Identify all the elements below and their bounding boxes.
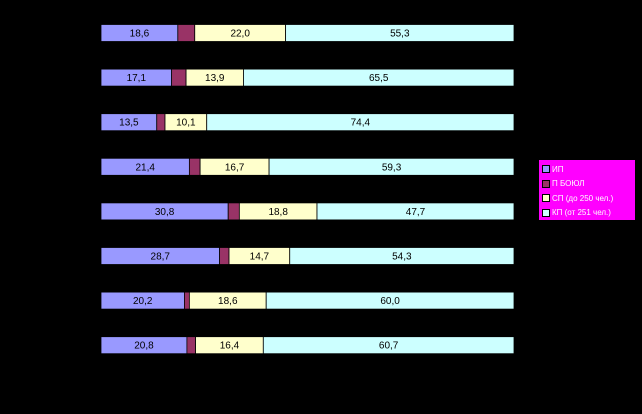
legend-label: СП (до 250 чел.) bbox=[552, 193, 614, 203]
data-label-row6-series4: 54,3 bbox=[392, 252, 412, 263]
bar-segment-row6-series4 bbox=[289, 247, 515, 265]
bar-segment-row8-series4 bbox=[262, 336, 515, 355]
legend-item-2: П БОЮЛ bbox=[542, 177, 632, 192]
bar-segment-row8-series2 bbox=[186, 336, 196, 355]
data-label-row6-series1: 28,7 bbox=[151, 252, 171, 263]
data-label-row4-series1: 21,4 bbox=[135, 162, 155, 173]
legend-item-1: ИП bbox=[542, 162, 632, 177]
data-label-row5-series1: 30,8 bbox=[155, 207, 175, 218]
chart-legend: ИП П БОЮЛ СП (до 250 чел.) КП (от 251 чел.) bbox=[538, 159, 636, 221]
data-label-row8-series1: 20,8 bbox=[134, 341, 154, 352]
data-label-row3-series3: 10,1 bbox=[176, 118, 196, 129]
bar-segment-row1-series2 bbox=[177, 24, 196, 42]
data-label-row1-series4: 55,3 bbox=[390, 29, 410, 40]
data-label-row2-series3: 13,9 bbox=[205, 73, 225, 84]
data-label-row4-series3: 16,7 bbox=[225, 162, 245, 173]
data-label-row5-series3: 18,8 bbox=[268, 207, 288, 218]
bar-segment-row4-series2 bbox=[188, 157, 201, 176]
bar-segment-row2-series4 bbox=[243, 68, 515, 87]
data-label-row3-series4: 74,4 bbox=[351, 118, 371, 129]
bar-segment-row1-series4 bbox=[285, 24, 515, 42]
legend-swatch bbox=[542, 208, 550, 217]
data-label-row4-series4: 59,3 bbox=[382, 162, 402, 173]
data-label-row5-series4: 47,7 bbox=[406, 207, 426, 218]
data-label-row7-series4: 60,0 bbox=[380, 296, 400, 307]
data-label-row3-series1: 13,5 bbox=[119, 118, 139, 129]
bar-segment-row7-series4 bbox=[265, 291, 515, 310]
legend-label: ИП bbox=[552, 164, 564, 174]
bar-segment-row6-series2 bbox=[219, 247, 230, 265]
bar-segment-row5-series4 bbox=[316, 202, 515, 221]
legend-swatch bbox=[542, 179, 550, 188]
bar-segment-row4-series4 bbox=[268, 157, 515, 176]
legend-swatch bbox=[542, 194, 550, 203]
bar-segment-row2-series2 bbox=[171, 68, 187, 87]
bar-segment-row7-series2 bbox=[184, 291, 190, 310]
bar-segment-row3-series2 bbox=[156, 113, 166, 132]
data-label-row7-series3: 18,6 bbox=[218, 296, 238, 307]
legend-item-4: КП (от 251 чел.) bbox=[542, 206, 632, 221]
data-label-row8-series4: 60,7 bbox=[379, 341, 399, 352]
bar-segment-row3-series4 bbox=[206, 113, 515, 132]
legend-label: КП (от 251 чел.) bbox=[552, 208, 611, 218]
data-label-row1-series1: 18,6 bbox=[130, 29, 150, 40]
data-label-row2-series1: 17,1 bbox=[127, 73, 147, 84]
data-label-row1-series3: 22,0 bbox=[230, 29, 250, 40]
data-label-row8-series3: 16,4 bbox=[220, 341, 240, 352]
legend-item-3: СП (до 250 чел.) bbox=[542, 191, 632, 206]
legend-label: П БОЮЛ bbox=[552, 179, 585, 189]
data-label-row2-series4: 65,5 bbox=[369, 73, 389, 84]
data-label-row6-series3: 14,7 bbox=[250, 252, 270, 263]
data-label-row7-series1: 20,2 bbox=[133, 296, 153, 307]
legend-swatch bbox=[542, 165, 550, 174]
bar-segment-row5-series2 bbox=[227, 202, 240, 221]
